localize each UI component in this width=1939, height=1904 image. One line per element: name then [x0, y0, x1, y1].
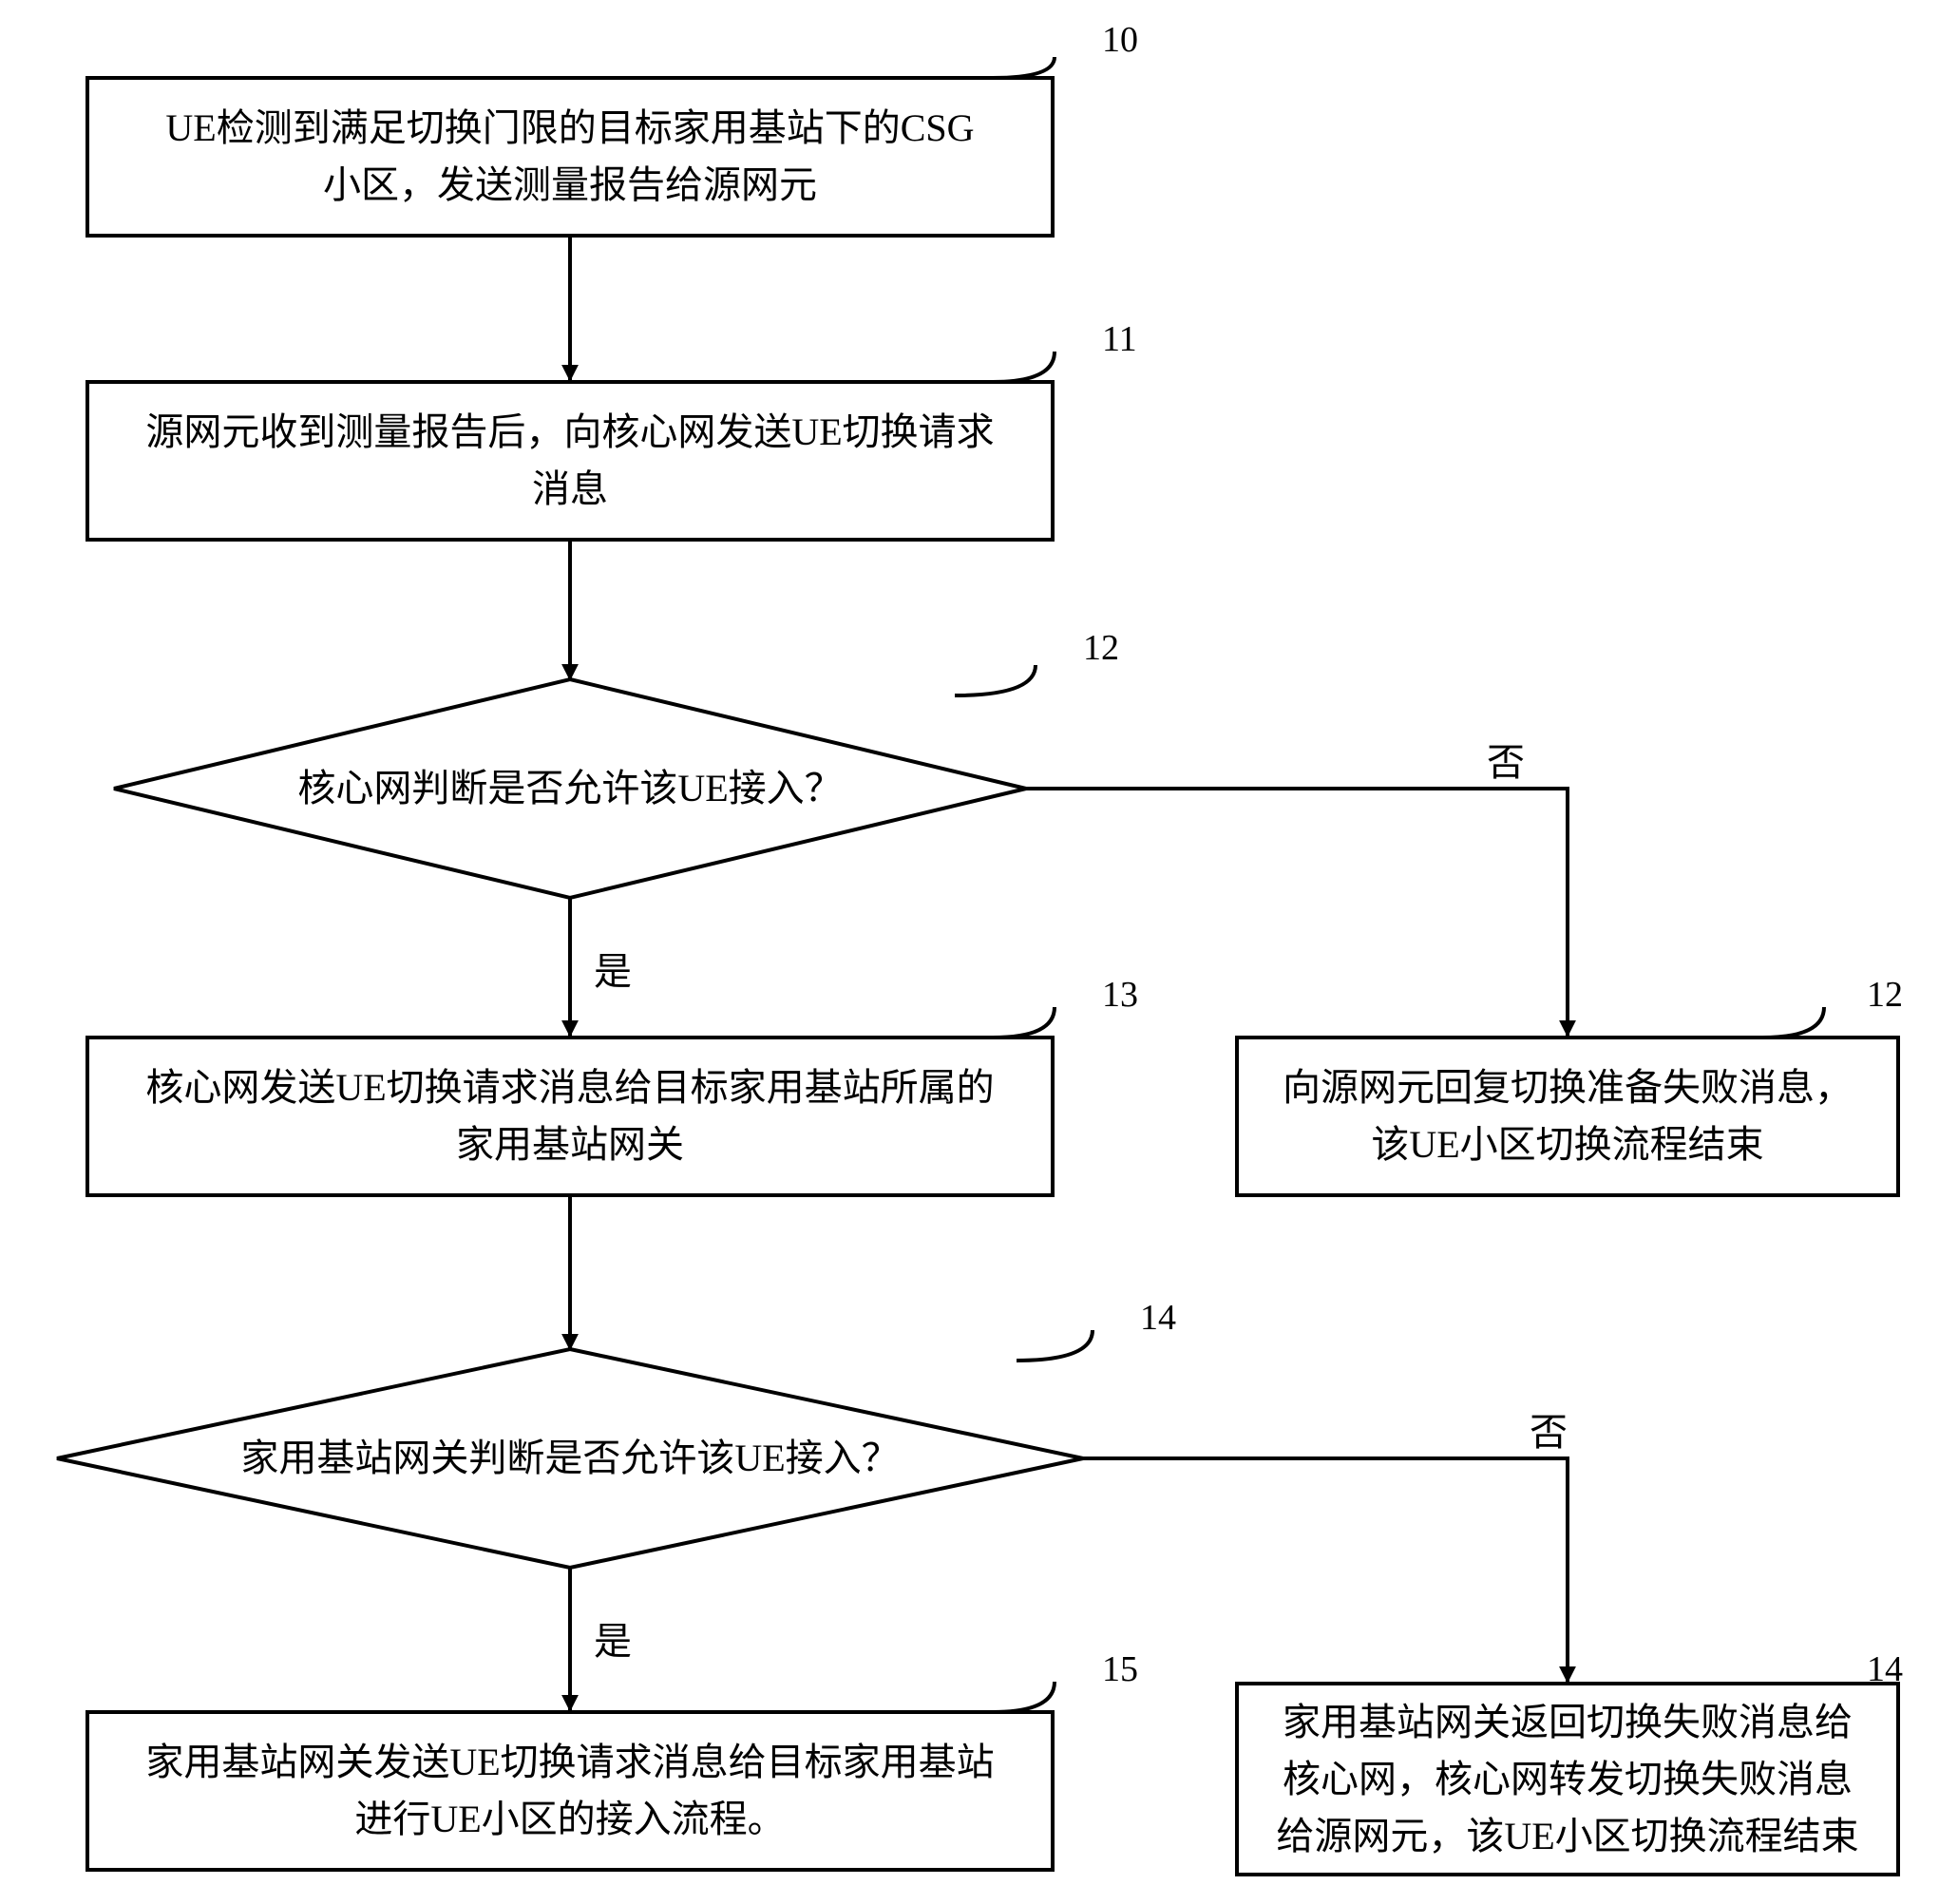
label-leader — [1762, 1007, 1824, 1038]
edge-label-e4: 否 — [1487, 732, 1525, 787]
edge-label-e6: 是 — [594, 1610, 632, 1666]
flow-rect-n10: UE检测到满足切换门限的目标家用基站下的CSG 小区，发送测量报告给源网元 — [86, 76, 1055, 238]
step-label-d12: 12 — [1083, 627, 1119, 669]
label-leader — [993, 1682, 1055, 1712]
node-text: 家用基站网关判断是否允许该UE接入？ — [240, 1430, 899, 1487]
flow-rect-n12b: 向源网元回复切换准备失败消息， 该UE小区切换流程结束 — [1235, 1036, 1900, 1197]
node-text: 向源网元回复切换准备失败消息， 该UE小区切换流程结束 — [1283, 1059, 1853, 1173]
flow-rect-n11: 源网元收到测量报告后，向核心网发送UE切换请求 消息 — [86, 380, 1055, 542]
node-text: 家用基站网关返回切换失败消息给 核心网，核心网转发切换失败消息 给源网元，该UE… — [1276, 1694, 1858, 1865]
step-label-d14: 14 — [1140, 1297, 1176, 1339]
step-label-n14b: 14 — [1867, 1648, 1903, 1690]
step-label-n10: 10 — [1102, 19, 1138, 61]
flow-rect-n14b: 家用基站网关返回切换失败消息给 核心网，核心网转发切换失败消息 给源网元，该UE… — [1235, 1682, 1900, 1876]
flow-rect-n15: 家用基站网关发送UE切换请求消息给目标家用基站 进行UE小区的接入流程。 — [86, 1710, 1055, 1872]
label-leader — [993, 1007, 1055, 1038]
flow-edge-e7 — [1083, 1458, 1568, 1682]
edge-label-e3: 是 — [594, 941, 632, 996]
node-text: 核心网判断是否允许该UE接入？ — [297, 760, 842, 817]
label-leader — [993, 352, 1055, 382]
node-text: 源网元收到测量报告后，向核心网发送UE切换请求 消息 — [145, 404, 994, 518]
node-text: 家用基站网关发送UE切换请求消息给目标家用基站 进行UE小区的接入流程。 — [145, 1734, 994, 1848]
label-leader — [993, 57, 1055, 78]
node-text: UE检测到满足切换门限的目标家用基站下的CSG 小区，发送测量报告给源网元 — [165, 100, 974, 214]
diamond-text-wrap: 核心网判断是否允许该UE接入？ — [114, 679, 1026, 898]
step-label-n15: 15 — [1102, 1648, 1138, 1690]
flow-rect-n13: 核心网发送UE切换请求消息给目标家用基站所属的 家用基站网关 — [86, 1036, 1055, 1197]
edge-label-e7: 否 — [1530, 1401, 1568, 1457]
step-label-n12b: 12 — [1867, 974, 1903, 1016]
node-text: 核心网发送UE切换请求消息给目标家用基站所属的 家用基站网关 — [145, 1059, 994, 1173]
step-label-n11: 11 — [1102, 318, 1137, 360]
diamond-text-wrap: 家用基站网关判断是否允许该UE接入？ — [57, 1349, 1083, 1568]
step-label-n13: 13 — [1102, 974, 1138, 1016]
